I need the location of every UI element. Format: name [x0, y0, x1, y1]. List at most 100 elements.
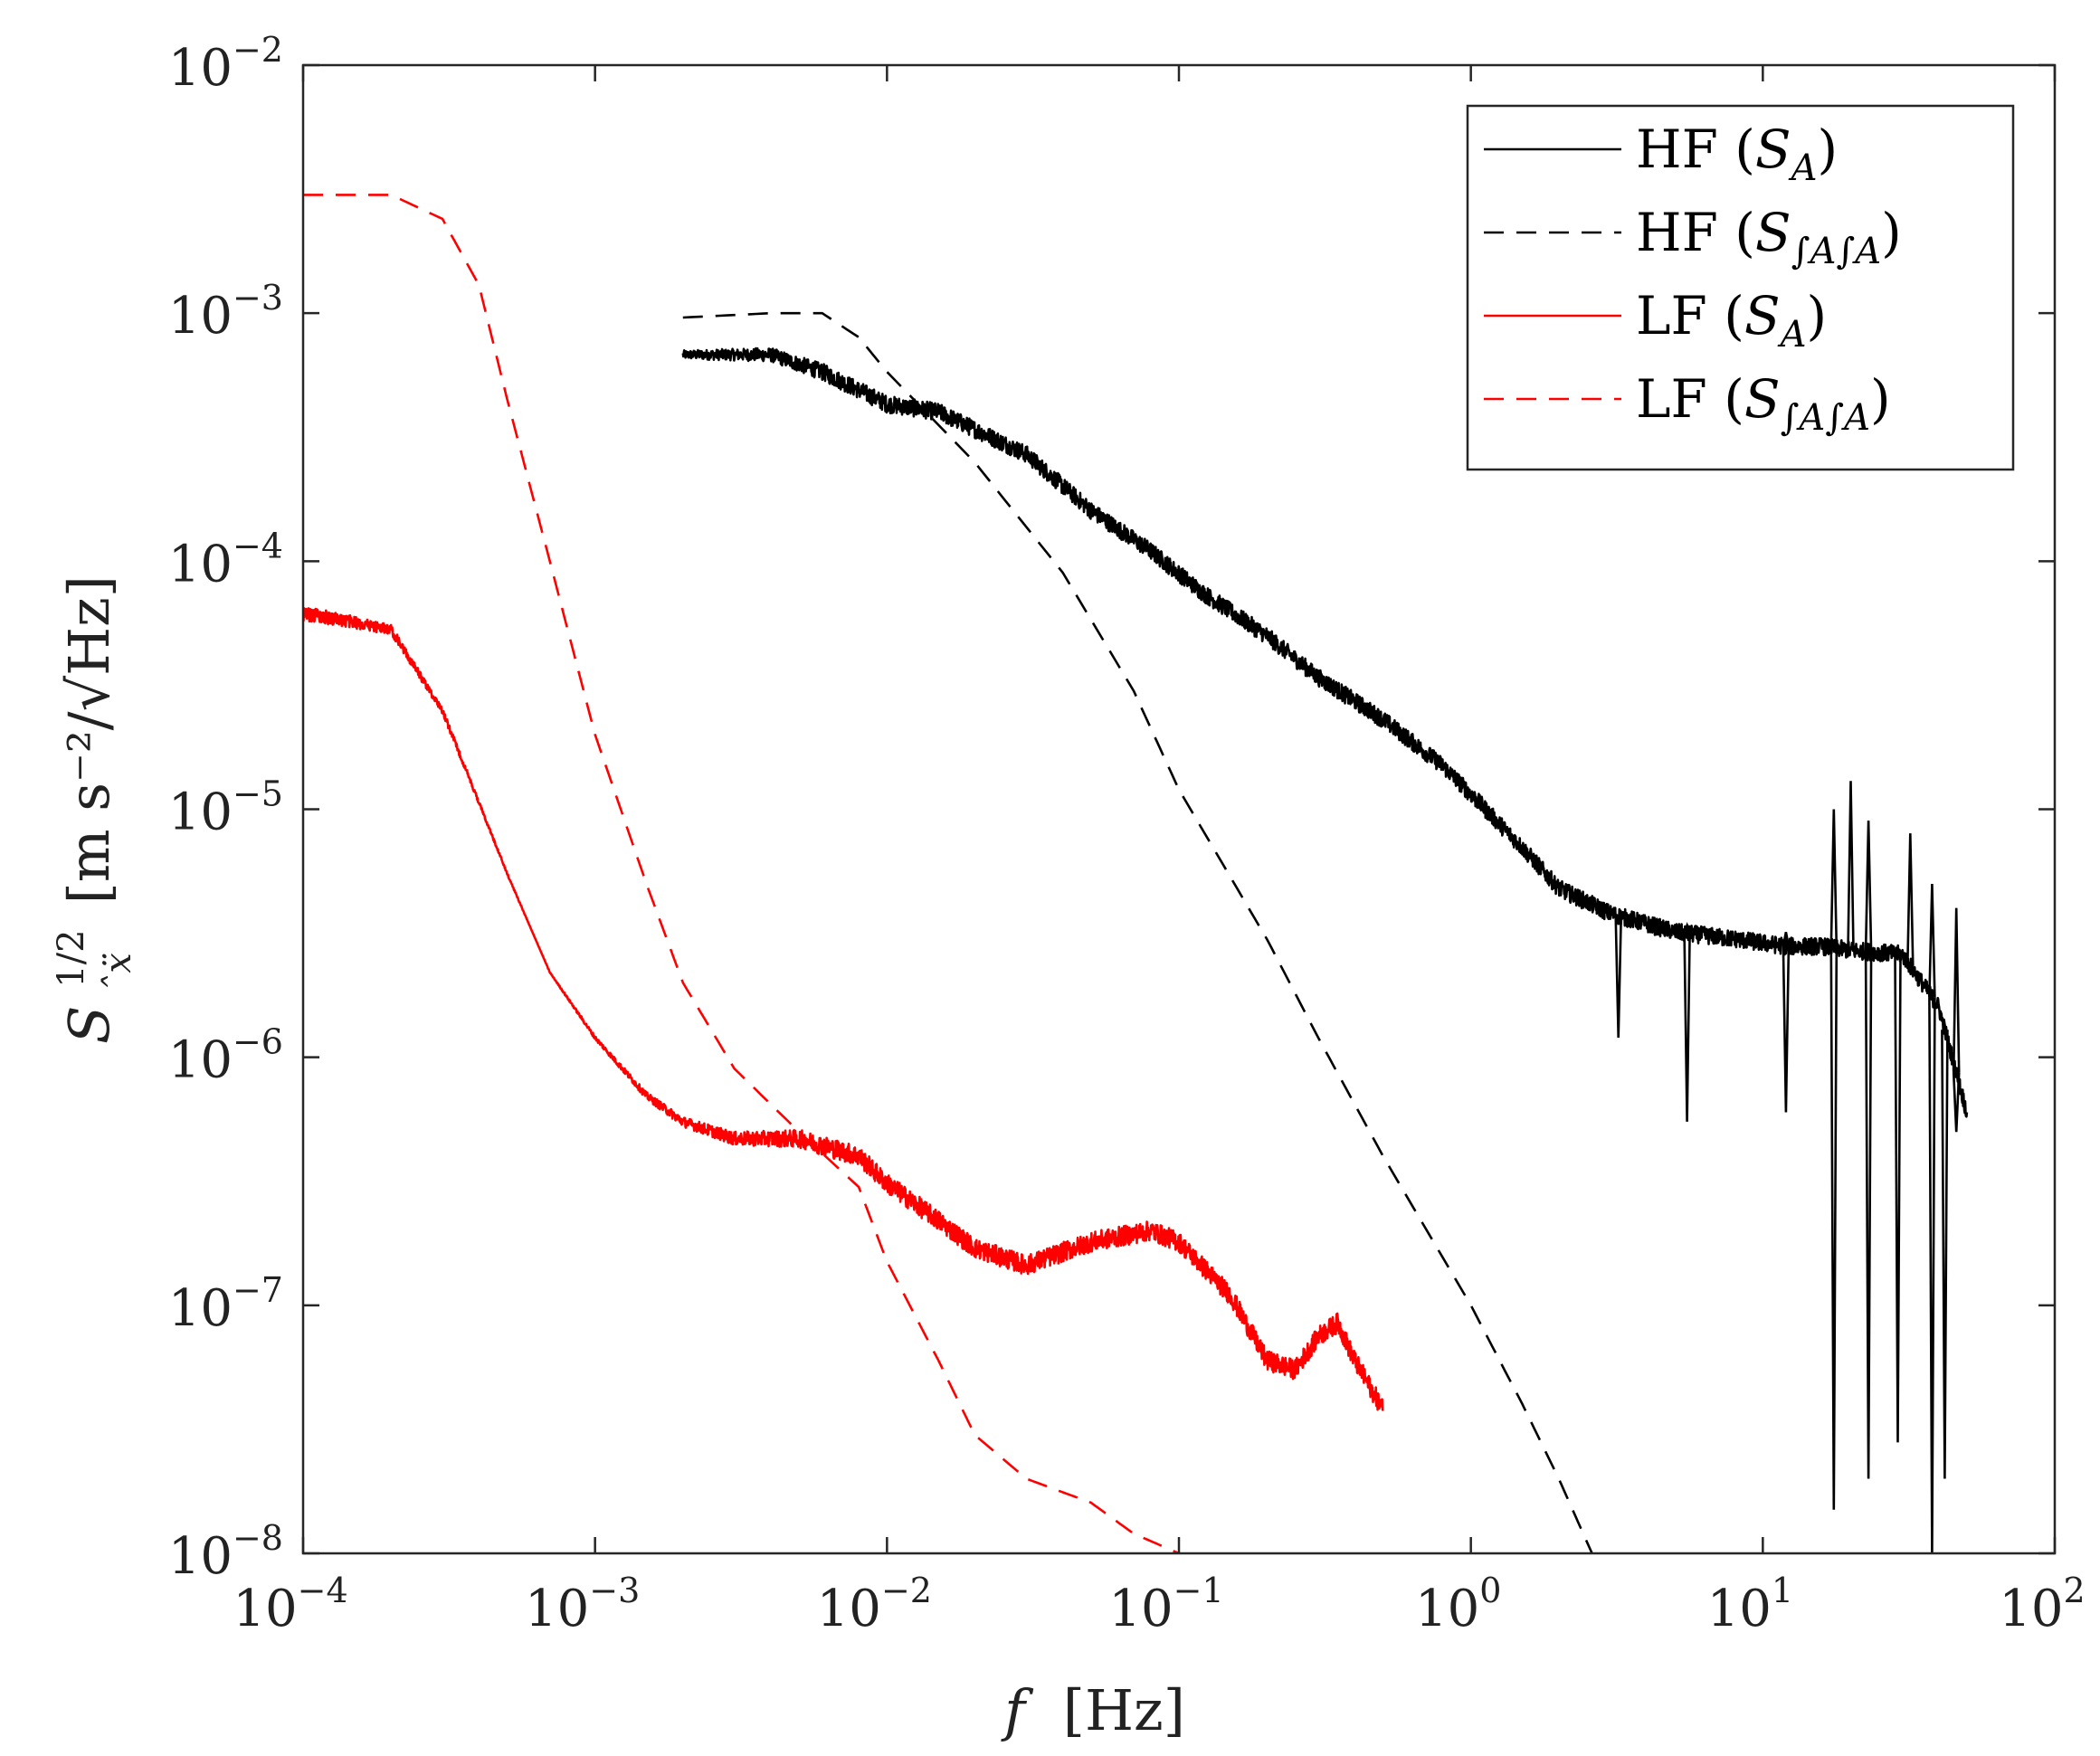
series-0-spike-13 [1928, 883, 1936, 998]
legend-label-var-2: S [1744, 285, 1781, 346]
x-tick-exp-0: −4 [298, 1571, 348, 1610]
x-tick-label-4: 100 [1415, 1571, 1501, 1638]
x-tick-label-0: 10−4 [233, 1571, 347, 1638]
x-tick-base-3: 10 [1108, 1580, 1173, 1638]
x-tick-base-4: 10 [1415, 1580, 1479, 1638]
legend-label-main-3: LF ( [1636, 368, 1744, 430]
y-tick-label-0: 10−8 [168, 1518, 283, 1586]
series-0-spike-8 [1864, 951, 1873, 1479]
series-line-0 [681, 346, 1969, 1118]
x-tick-exp-6: 2 [2064, 1571, 2086, 1610]
y-tick-base-3: 10 [168, 783, 233, 842]
legend-label-var-0: S [1755, 119, 1791, 180]
y-tick-base-1: 10 [168, 1279, 233, 1338]
series-3 [303, 194, 1180, 1553]
legend-label-main-0: HF ( [1636, 119, 1755, 180]
y-tick-label-1: 10−7 [168, 1270, 283, 1338]
x-tick-label-5: 101 [1707, 1571, 1793, 1638]
x-tick-base-0: 10 [233, 1580, 297, 1638]
legend-label-2: LF (SA) [1636, 285, 1827, 356]
legend-label-0: HF (SA) [1636, 119, 1838, 189]
x-tick-exp-1: −3 [589, 1571, 640, 1610]
series-0-spike-14 [1941, 1030, 1949, 1479]
series-layer [303, 194, 1969, 1553]
x-tick-exp-2: −2 [881, 1571, 932, 1610]
series-0-spike-6 [1829, 809, 1839, 948]
series-line-1 [682, 311, 1593, 1553]
legend-label-close-3: ) [1870, 368, 1891, 430]
y-tick-label-6: 10−2 [168, 30, 283, 98]
x-tick-label-2: 10−2 [817, 1571, 932, 1638]
x-tick-label-6: 102 [1999, 1571, 2085, 1638]
legend-label-main-2: LF ( [1636, 285, 1744, 346]
series-0-spike-1 [1683, 933, 1691, 1122]
series-0-spike-16 [1952, 907, 1961, 1073]
legend-label-var-3: S [1744, 368, 1781, 430]
y-tick-label-5: 10−3 [168, 278, 283, 346]
x-tick-base-1: 10 [525, 1580, 589, 1638]
x-tick-exp-5: 1 [1772, 1571, 1793, 1610]
legend: HF (SA)HF (S∫A∫A)LF (SA)LF (S∫A∫A) [1466, 104, 2015, 471]
series-line-2 [303, 606, 1384, 1411]
y-tick-exp-0: −8 [233, 1518, 283, 1558]
x-axis-var: f [1001, 1677, 1034, 1743]
legend-box [1466, 104, 2015, 471]
x-tick-base-6: 10 [1999, 1580, 2063, 1638]
x-tick-exp-3: −1 [1174, 1571, 1224, 1610]
legend-label-close-1: ) [1881, 202, 1902, 263]
legend-label-close-0: ) [1818, 119, 1839, 180]
y-axis-sub: ̂ẍ [98, 953, 139, 988]
series-0-spike-5 [1829, 947, 1839, 1510]
series-0-spike-10 [1894, 954, 1902, 1443]
y-tick-label-3: 10−5 [168, 774, 283, 842]
legend-label-close-2: ) [1806, 285, 1827, 346]
x-tick-base-5: 10 [1707, 1580, 1772, 1638]
series-0 [681, 346, 1969, 1553]
y-tick-base-6: 10 [168, 39, 233, 98]
y-tick-exp-4: −4 [233, 526, 283, 565]
series-0-spike-0 [1614, 916, 1622, 1039]
x-tick-label-1: 10−3 [525, 1571, 640, 1638]
legend-label-1: HF (S∫A∫A) [1636, 202, 1902, 272]
legend-label-sub-2: A [1777, 314, 1807, 356]
y-tick-exp-3: −5 [233, 774, 283, 814]
y-axis-unit: [m s⁻²/√Hz] [56, 575, 122, 904]
series-2 [303, 606, 1384, 1411]
x-tick-exp-4: 0 [1479, 1571, 1501, 1610]
legend-label-main-1: HF ( [1636, 202, 1755, 263]
series-0-spike-9 [1864, 820, 1873, 953]
legend-label-sub-1: ∫A∫A [1791, 231, 1881, 272]
y-tick-label-2: 10−6 [168, 1022, 283, 1090]
y-tick-base-5: 10 [168, 287, 233, 346]
legend-label-3: LF (S∫A∫A) [1636, 368, 1891, 439]
y-axis-title: S 1/2 ̂ẍ [m s⁻²/√Hz] [31, 575, 144, 1044]
y-tick-base-2: 10 [168, 1031, 233, 1090]
y-axis-var: S [56, 1006, 122, 1044]
x-tick-label-3: 10−1 [1108, 1571, 1223, 1638]
y-tick-exp-6: −2 [233, 30, 283, 70]
legend-label-sub-3: ∫A∫A [1781, 397, 1870, 439]
series-0-spike-3 [1782, 946, 1791, 1113]
y-tick-exp-2: −6 [233, 1022, 283, 1062]
legend-label-var-1: S [1755, 202, 1791, 263]
y-tick-base-4: 10 [168, 535, 233, 593]
x-tick-base-2: 10 [817, 1580, 881, 1638]
series-0-spike-2 [1683, 922, 1691, 935]
y-tick-exp-1: −7 [233, 1270, 283, 1310]
y-axis-exp: 1/2 [51, 929, 92, 987]
series-0-spike-12 [1928, 997, 1936, 1553]
x-axis-unit: [Hz] [1063, 1677, 1185, 1743]
x-axis-title: f [Hz] [1001, 1677, 1185, 1743]
series-1 [682, 311, 1593, 1553]
series-0-spike-4 [1782, 931, 1791, 947]
y-tick-exp-5: −3 [233, 278, 283, 318]
y-tick-base-0: 10 [168, 1527, 233, 1586]
tick-layer: 10−4 10−3 10−2 10−1 100 101 10210−810−710−610−… [168, 30, 2086, 1638]
y-tick-label-4: 10−4 [168, 526, 283, 593]
series-0-spike-11 [1906, 833, 1915, 966]
legend-label-sub-0: A [1788, 147, 1818, 189]
series-0-spike-7 [1847, 781, 1855, 951]
series-0-spike-15 [1952, 1072, 1961, 1133]
series-line-3 [303, 194, 1180, 1553]
